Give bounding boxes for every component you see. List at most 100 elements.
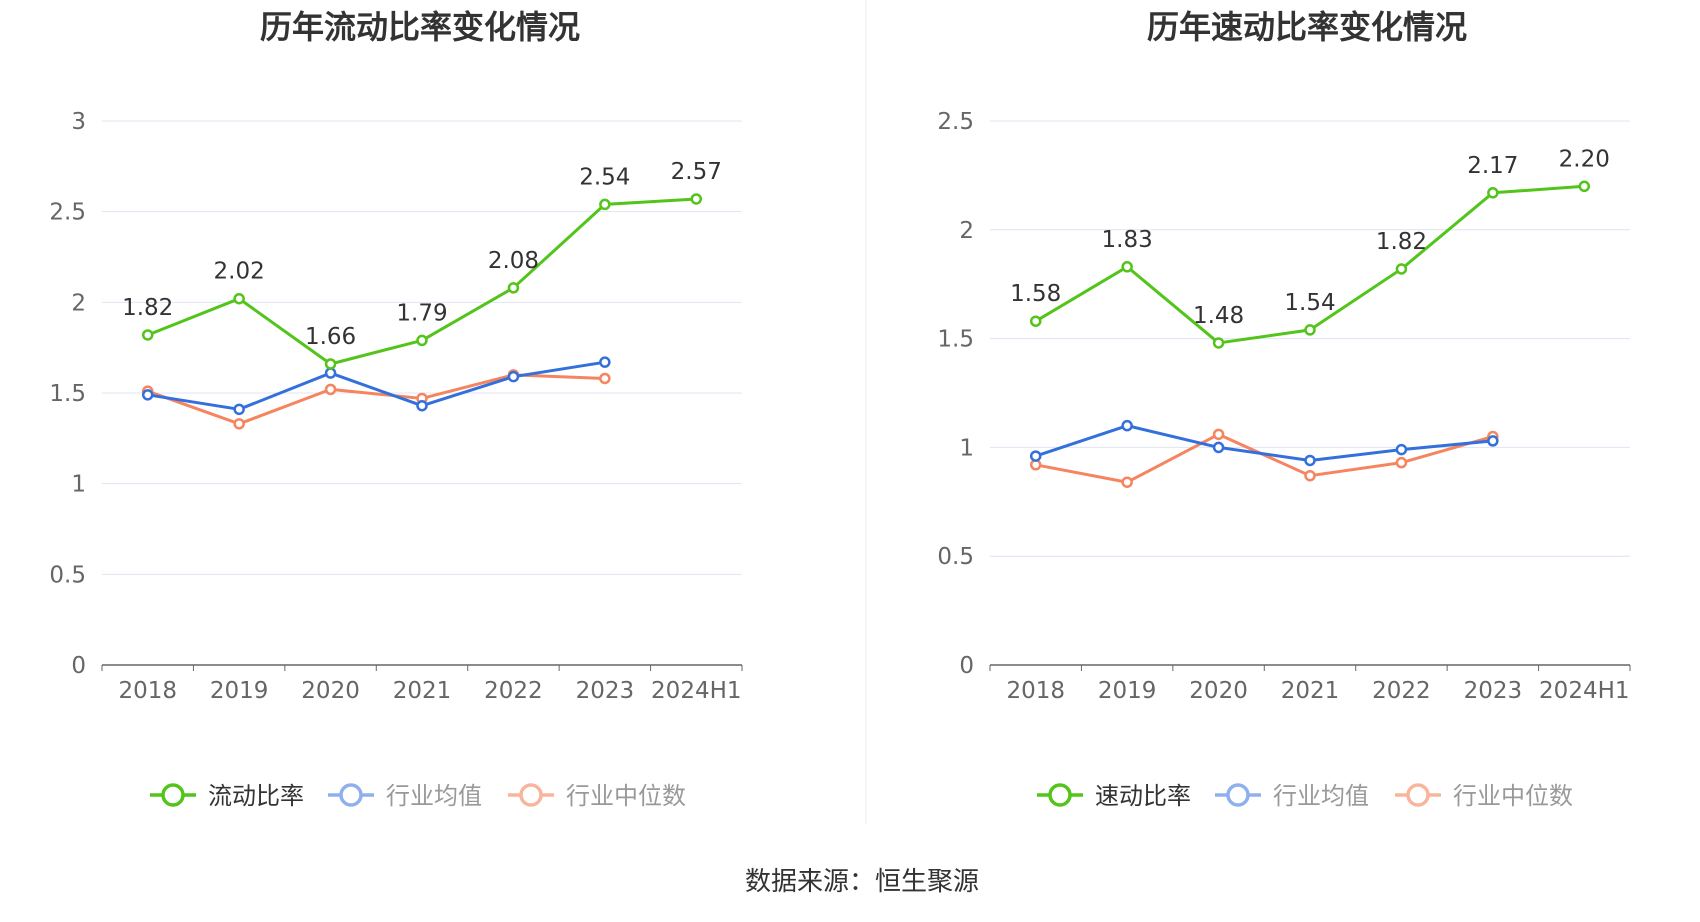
series-line-industry-avg [147,360,606,411]
chart-title: 历年流动比率变化情况 [260,8,580,46]
legend-marker [339,783,363,807]
data-label: 1.82 [122,295,173,321]
legend-marker [519,783,543,807]
current-ratio-chart: 历年流动比率变化情况 0 0.5 1 1.5 2 2.5 3 2018 2019 2020 2021 2… [49,8,743,810]
data-point-industry-median [1121,476,1133,488]
legend-item-industry-avg[interactable]: 行业均值 [328,782,482,810]
data-point-industry-avg [1395,443,1408,456]
data-label: 2.57 [671,159,722,185]
legend-label: 行业均值 [1273,782,1369,810]
series-line-industry-avg [1035,424,1493,462]
data-label: 2.17 [1467,153,1518,179]
data-point-main [1395,263,1408,275]
y-tick-label: 2.5 [937,109,974,135]
legend-label: 流动比率 [208,782,304,810]
data-point-main [599,198,611,211]
x-tick-label: 2022 [484,678,543,704]
x-tick-label: 2018 [118,678,177,704]
y-tick-label: 1.5 [49,381,86,407]
y-tick-label: 2.5 [49,200,86,226]
data-point-main [1578,180,1591,193]
data-point-main [233,292,245,305]
data-point-main [690,193,703,205]
data-label: 1.66 [305,324,356,350]
data-point-main [141,329,154,341]
legend-item-industry-median[interactable]: 行业中位数 [508,782,686,810]
data-label: 1.82 [1376,229,1427,255]
series-line-industry-median [147,373,605,426]
legend-item-industry-median[interactable]: 行业中位数 [1395,782,1573,810]
x-tick-label: 2020 [301,678,360,704]
legend-item-main[interactable]: 流动比率 [150,782,304,810]
x-tick-label: 2022 [1372,678,1431,704]
data-point-main [1487,187,1499,199]
data-point-main [1304,324,1316,336]
y-tick-label: 2 [959,218,974,244]
x-tick-label: 2019 [1098,678,1157,704]
y-tick-label: 1 [959,435,974,461]
legend-marker [1406,783,1430,807]
data-point-industry-avg [416,399,428,412]
data-label: 2.08 [488,248,539,274]
data-label: 2.20 [1559,146,1610,172]
quick-ratio-chart: 历年速动比率变化情况 0 0.5 1 1.5 2 2.5 2018 2019 2020 2021 20… [937,8,1631,810]
data-label: 2.54 [579,164,630,190]
legend-item-industry-avg[interactable]: 行业均值 [1215,782,1369,810]
x-tick-label: 2021 [393,678,452,704]
series-line-industry-median [1035,432,1494,484]
legend-item-main[interactable]: 速动比率 [1037,782,1191,810]
y-tick-label: 3 [71,109,86,135]
legend-label: 行业中位数 [566,782,686,810]
legend-marker [1048,783,1072,807]
x-tick-label: 2020 [1189,678,1248,704]
legend: 速动比率 行业均值 行业中位数 [1037,782,1573,810]
x-tick-label: 2023 [1464,678,1523,704]
data-point-main [1121,261,1133,273]
data-point-industry-avg [599,356,611,368]
data-point-industry-avg [324,367,337,379]
legend-label: 速动比率 [1095,782,1191,810]
data-label: 1.48 [1193,303,1244,329]
x-tick-label: 2023 [576,678,635,704]
data-label: 1.54 [1284,290,1335,316]
y-tick-label: 0 [959,653,974,679]
legend-label: 行业中位数 [1453,782,1573,810]
y-tick-label: 1.5 [937,327,974,353]
chart-title: 历年速动比率变化情况 [1147,8,1467,46]
x-tick-label: 2021 [1281,678,1340,704]
data-point-industry-avg [1304,454,1316,467]
x-tick-label: 2018 [1006,678,1065,704]
data-point-industry-median [233,418,245,430]
data-point-industry-median [599,372,611,385]
data-point-industry-median [1304,469,1316,482]
y-tick-label: 0.5 [49,562,86,588]
y-tick-label: 2 [71,290,86,316]
data-point-main [1029,315,1042,327]
x-tick-label: 2024H1 [1539,678,1629,704]
data-point-industry-avg [1029,450,1042,462]
legend: 流动比率 行业均值 行业中位数 [150,782,686,810]
legend-marker [1226,783,1250,807]
data-point-industry-avg [1121,419,1133,432]
y-tick-label: 0 [71,653,86,679]
x-tick-label: 2019 [210,678,269,704]
data-point-main [324,358,337,370]
data-point-industry-median [1212,428,1225,441]
legend-marker [161,783,185,807]
x-tick-label: 2024H1 [651,678,741,704]
legend-label: 行业均值 [386,782,482,810]
data-label: 1.79 [396,300,447,326]
data-point-industry-median [1395,456,1408,469]
data-point-industry-avg [1212,441,1225,454]
data-point-industry-avg [141,389,154,401]
data-point-industry-avg [1487,435,1499,447]
data-label: 1.58 [1010,281,1061,307]
data-point-main [416,334,428,347]
series-line-main [1034,184,1585,345]
data-point-industry-median [324,383,337,396]
data-label: 1.83 [1102,227,1153,253]
y-tick-label: 1 [71,472,86,498]
y-tick-label: 0.5 [937,544,974,570]
